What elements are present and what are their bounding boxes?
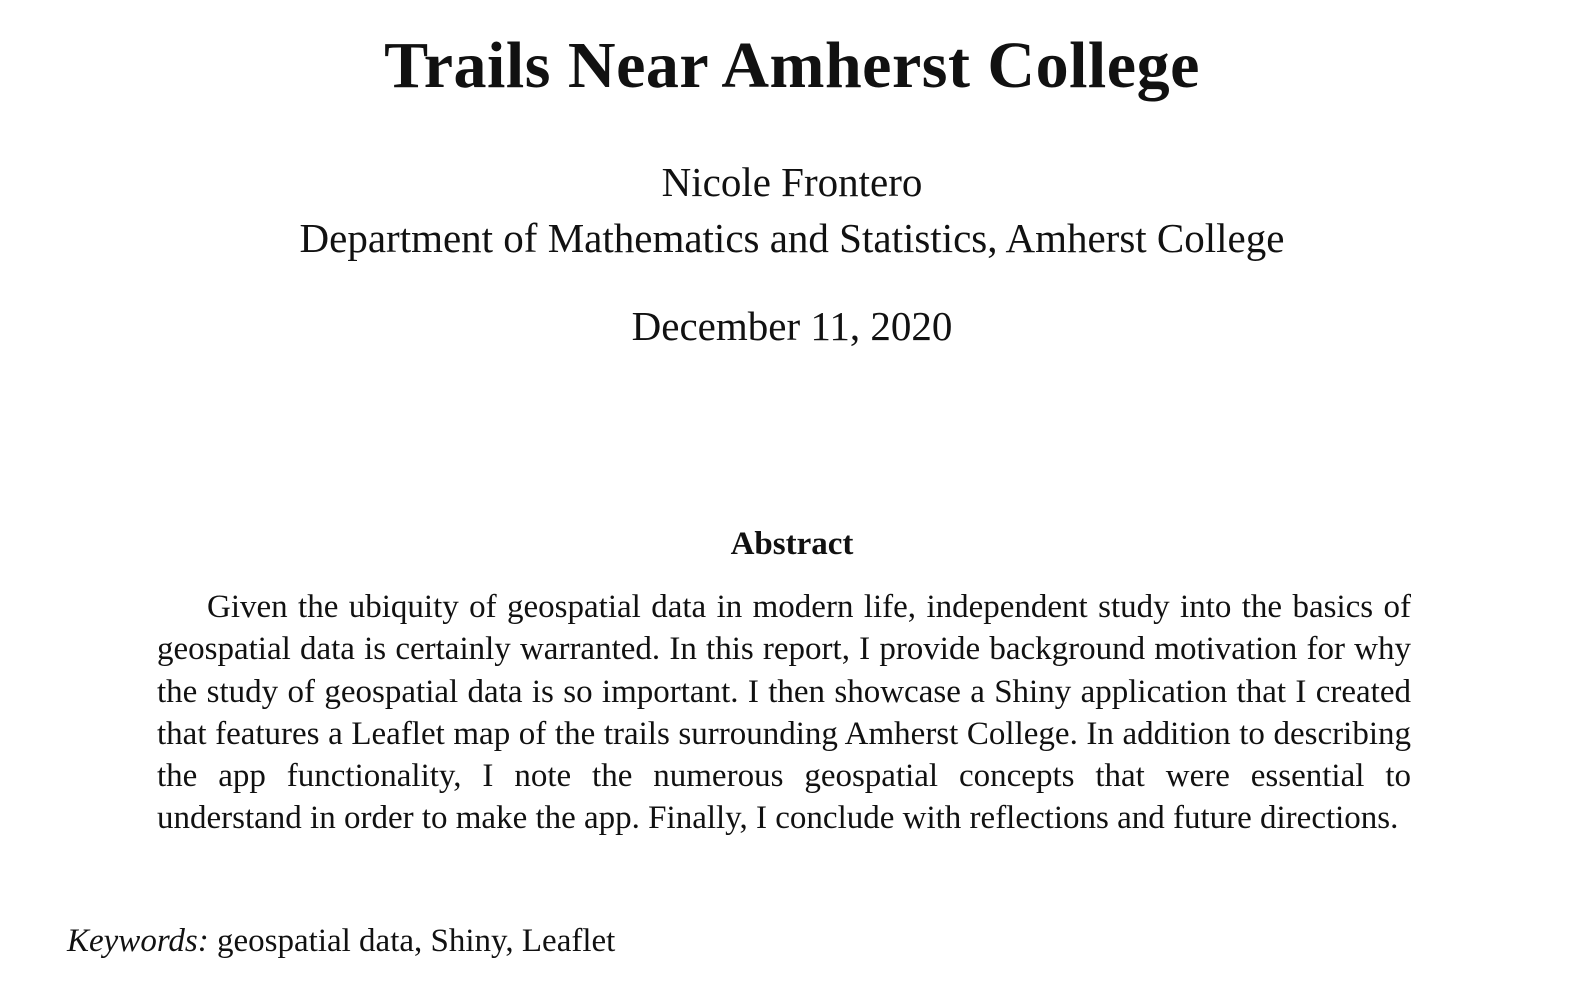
keywords-line: Keywords: geospatial data, Shiny, Leafle…: [67, 920, 615, 962]
abstract-text: Given the ubiquity of geospatial data in…: [157, 589, 1411, 837]
paper-title: Trails Near Amherst College: [384, 29, 1200, 102]
keywords-value: geospatial data, Shiny, Leaflet: [217, 923, 616, 959]
keywords-label: Keywords:: [67, 923, 209, 959]
publication-date: December 11, 2020: [631, 303, 953, 349]
author-affiliation: Department of Mathematics and Statistics…: [299, 215, 1285, 261]
abstract-heading: Abstract: [730, 526, 854, 562]
author-name: Nicole Frontero: [661, 159, 923, 205]
